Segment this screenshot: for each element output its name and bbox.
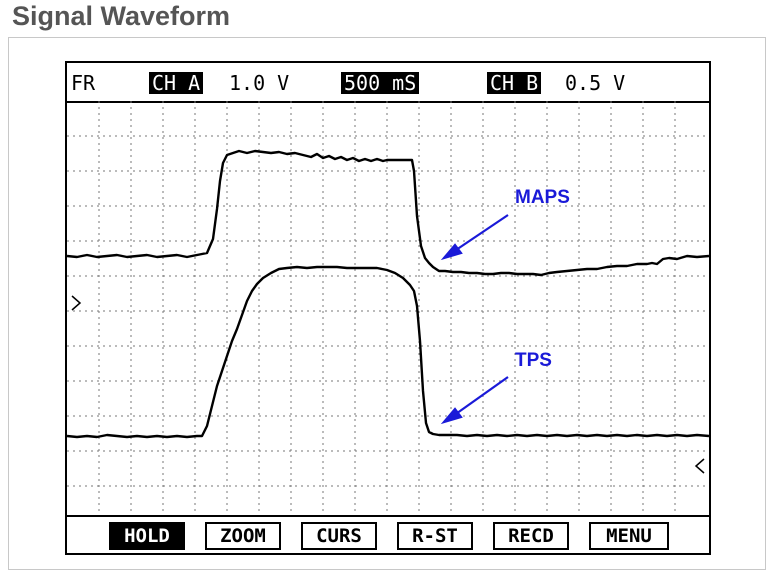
waveform-frame xyxy=(8,37,766,570)
softkey-bar: HOLD ZOOM CURS R-ST RECD MENU xyxy=(67,515,709,553)
channel-a-label: CH A xyxy=(149,72,204,94)
zoom-button[interactable]: ZOOM xyxy=(205,522,281,550)
maps-arrow xyxy=(440,214,509,261)
timebase-value: 500 mS xyxy=(341,72,420,94)
channel-b-label: CH B xyxy=(487,72,542,94)
channel-b-marker xyxy=(694,458,705,474)
cursor-button[interactable]: CURS xyxy=(301,522,377,550)
reset-button[interactable]: R-ST xyxy=(397,522,473,550)
tps-arrow xyxy=(440,376,509,425)
channel-a-marker xyxy=(71,295,82,311)
record-button[interactable]: RECD xyxy=(493,522,569,550)
maps-waveform xyxy=(67,149,709,277)
grid xyxy=(67,101,709,517)
channel-a-scale: 1.0 V xyxy=(229,71,290,95)
maps-label: MAPS xyxy=(515,187,570,208)
page-title: Signal Waveform xyxy=(12,1,231,31)
waveform-plot: MAPS TPS xyxy=(67,101,709,517)
hold-button[interactable]: HOLD xyxy=(109,522,185,550)
oscilloscope-screen: FR CH A 1.0 V 500 mS CH B 0.5 V xyxy=(65,61,711,555)
menu-button[interactable]: MENU xyxy=(589,522,669,550)
tps-label: TPS xyxy=(515,350,552,371)
channel-b-scale: 0.5 V xyxy=(565,71,626,95)
status-bar: FR CH A 1.0 V 500 mS CH B 0.5 V xyxy=(67,63,709,103)
tps-waveform xyxy=(67,265,709,439)
mode-indicator: FR xyxy=(71,71,96,95)
